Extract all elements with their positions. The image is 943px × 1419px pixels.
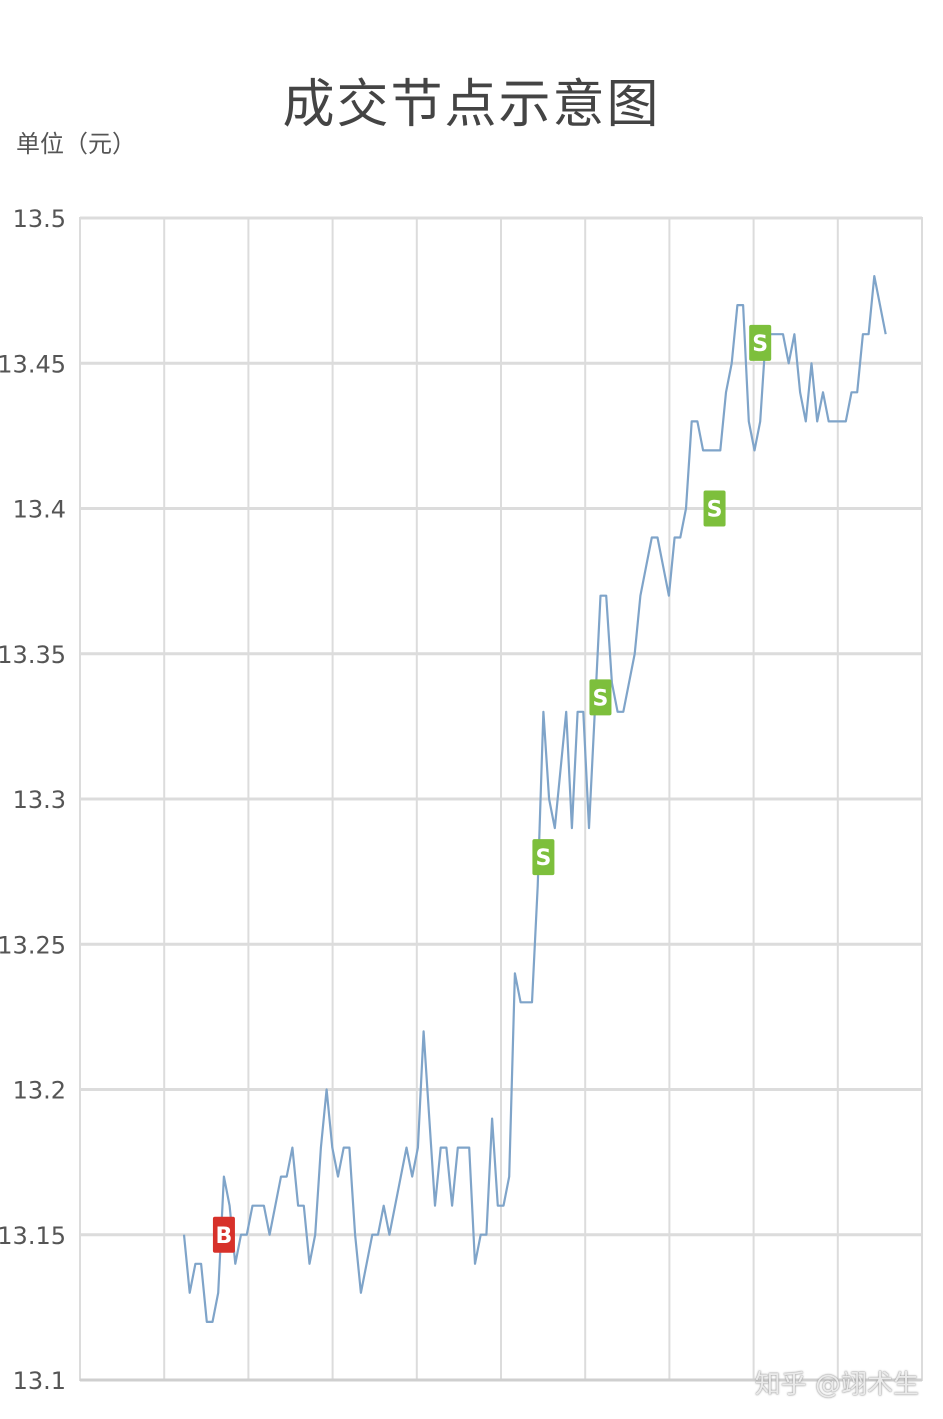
y-tick-label: 13.35: [0, 641, 66, 669]
marker-label: S: [535, 846, 551, 871]
y-tick-label: 13.3: [13, 786, 66, 814]
y-tick-label: 13.1: [13, 1367, 66, 1395]
sell-marker: [749, 324, 772, 361]
marker-label: S: [752, 332, 768, 357]
y-tick-label: 13.4: [13, 496, 66, 524]
marker-label: S: [593, 686, 609, 711]
y-tick-label: 13.15: [0, 1222, 66, 1250]
y-tick-label: 13.5: [13, 205, 66, 233]
sell-marker: [703, 490, 726, 527]
y-tick-label: 13.25: [0, 931, 66, 959]
y-tick-label: 13.45: [0, 350, 66, 378]
marker-label: S: [707, 498, 723, 523]
sell-marker: [589, 679, 612, 716]
y-axis-unit-label: 单位（元）: [16, 130, 136, 158]
chart-title: 成交节点示意图: [282, 75, 661, 135]
y-tick-label: 13.2: [13, 1077, 66, 1105]
sell-marker: [532, 839, 555, 876]
marker-label: B: [216, 1224, 233, 1249]
watermark: 知乎 @翊术生: [754, 1370, 919, 1400]
buy-marker: [212, 1216, 235, 1253]
